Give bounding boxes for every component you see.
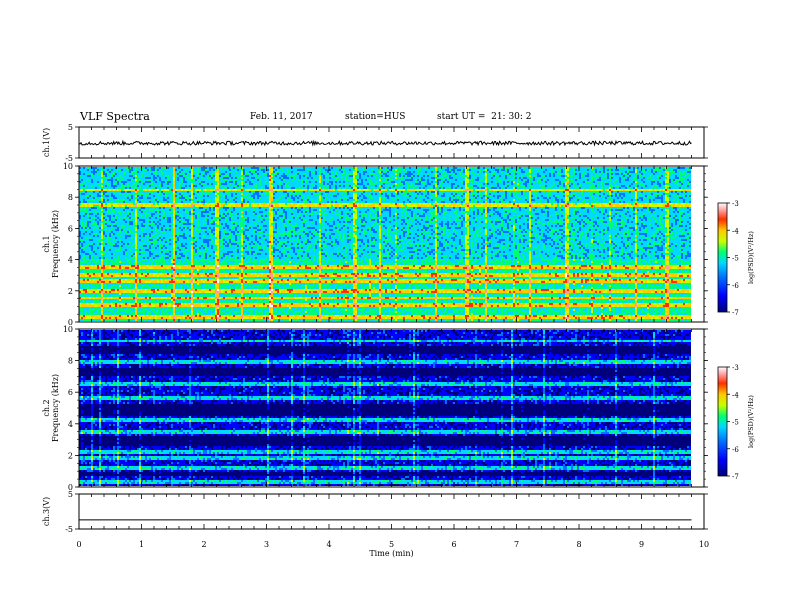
y-tick-label: 6 [68,224,73,233]
y-tick-label: 10 [63,162,73,171]
x-tick-label: 1 [139,540,144,549]
x-tick-label: 2 [201,540,206,549]
y-tick-label: 2 [68,287,73,296]
y-tick-label: 8 [68,193,73,202]
ch2-spectrogram-cells [79,330,691,486]
y-tick-label: -5 [65,525,73,534]
colorbar-tick-label: -7 [732,473,739,481]
panel-frame-3 [79,494,704,529]
x-axis-label: Time (min) [369,549,413,558]
ch1-waveform-ylabel: ch.1(V) [42,128,51,157]
colorbar-2 [718,367,727,476]
colorbar-label: log(PSD)(V²/Hz) [747,231,755,284]
y-tick-label: 4 [68,256,73,265]
x-tick-label: 7 [514,540,519,549]
colorbar-tick-label: -5 [732,255,739,263]
ch1-spectrogram-ylabel: Frequency (kHz) [51,210,60,278]
colorbar-tick-label: -4 [732,391,739,399]
y-tick-label: 4 [68,420,73,429]
x-tick-label: 6 [451,540,456,549]
x-tick-label: 3 [264,540,269,549]
colorbar-tick-label: -7 [732,309,739,317]
vlf-figure: 5-5024681002468105-5ch.1(V)ch.1 Frequency… [0,0,792,612]
ch1-waveform-line [79,141,692,145]
ch3-waveform-ylabel: ch.3(V) [42,497,51,526]
x-tick-label: 9 [639,540,644,549]
y-tick-label: 5 [68,123,73,132]
colorbar-tick-label: -4 [732,227,739,235]
y-tick-label: 5 [68,490,73,499]
y-tick-label: 10 [63,325,73,334]
y-tick-label: 2 [68,451,73,460]
colorbar-tick-label: -5 [732,419,739,427]
x-tick-label: 0 [76,540,81,549]
ch1-spectrogram-ylabel-top: ch.1 [42,235,51,252]
colorbar-tick-label: -6 [732,282,739,290]
colorbar-label: log(PSD)(V²/Hz) [747,395,755,448]
colorbar-tick-label: -3 [732,200,739,208]
ch2-spectrogram-ylabel: Frequency (kHz) [51,374,60,442]
ch1-spectrogram-cells [79,167,691,321]
y-tick-label: 6 [68,388,73,397]
y-tick-label: 8 [68,357,73,366]
x-tick-label: 8 [576,540,581,549]
ch2-spectrogram-ylabel-top: ch.2 [42,399,51,416]
colorbar-tick-label: -6 [732,446,739,454]
x-tick-label: 4 [326,540,331,549]
colorbar-tick-label: -3 [732,364,739,372]
x-tick-label: 10 [699,540,709,549]
colorbar-1 [718,203,727,312]
x-tick-label: 5 [389,540,394,549]
